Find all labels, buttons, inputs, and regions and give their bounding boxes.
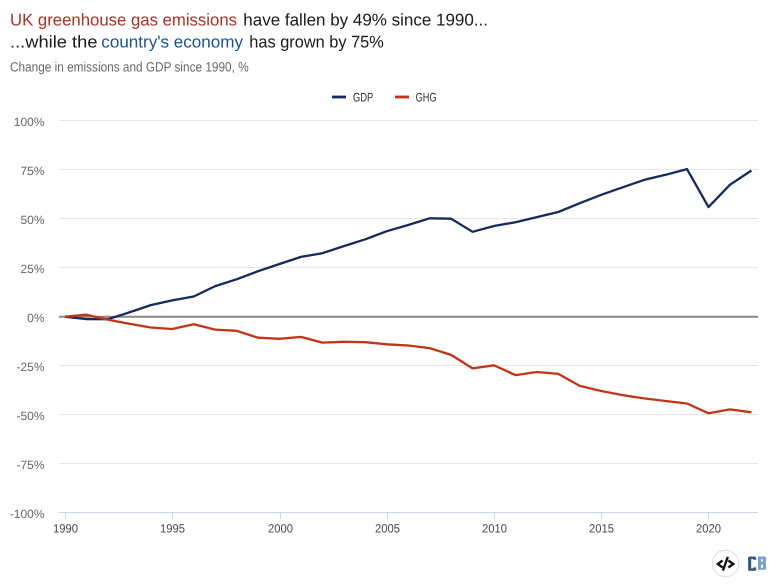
svg-text:country's economy: country's economy bbox=[101, 33, 243, 52]
svg-text:GHG: GHG bbox=[416, 90, 437, 104]
svg-text:2005: 2005 bbox=[375, 521, 400, 535]
svg-text:2015: 2015 bbox=[589, 521, 614, 535]
svg-text:100%: 100% bbox=[14, 115, 45, 129]
svg-text:Change in emissions and GDP si: Change in emissions and GDP since 1990, … bbox=[10, 59, 249, 74]
svg-text:-25%: -25% bbox=[16, 360, 44, 374]
svg-text:2020: 2020 bbox=[696, 521, 721, 535]
svg-text:25%: 25% bbox=[20, 262, 44, 276]
svg-text:-100%: -100% bbox=[10, 507, 45, 521]
svg-text:have fallen by 49% since 1990.: have fallen by 49% since 1990... bbox=[243, 11, 488, 30]
svg-text:50%: 50% bbox=[20, 213, 44, 227]
svg-text:1990: 1990 bbox=[53, 521, 78, 535]
svg-text:-75%: -75% bbox=[16, 458, 44, 472]
svg-text:2010: 2010 bbox=[482, 521, 507, 535]
svg-text:-50%: -50% bbox=[16, 409, 44, 423]
svg-text:UK greenhouse gas emissions: UK greenhouse gas emissions bbox=[10, 11, 237, 30]
svg-text:0%: 0% bbox=[27, 311, 45, 325]
svg-text:...while the: ...while the bbox=[10, 33, 98, 52]
svg-text:has grown by 75%: has grown by 75% bbox=[249, 33, 383, 52]
svg-text:75%: 75% bbox=[20, 164, 44, 178]
svg-text:1995: 1995 bbox=[160, 521, 185, 535]
svg-text:GDP: GDP bbox=[353, 90, 373, 104]
svg-text:2000: 2000 bbox=[268, 521, 293, 535]
